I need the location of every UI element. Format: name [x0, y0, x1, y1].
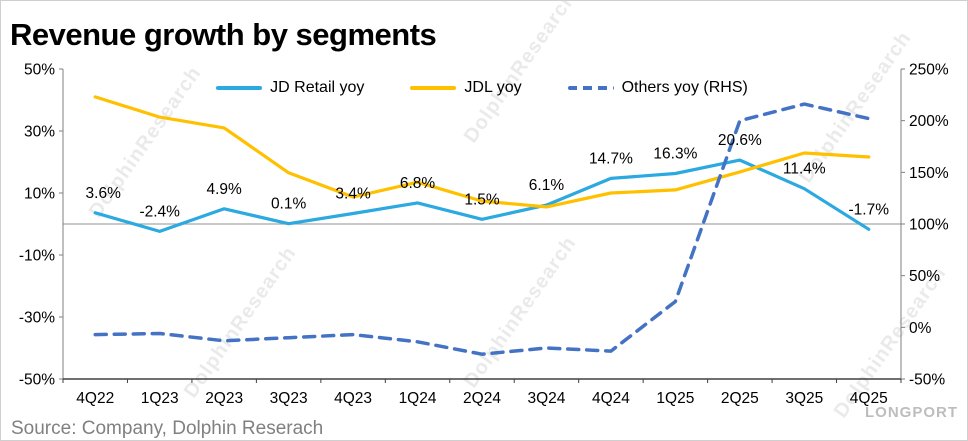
x-axis-label: 2Q23 [205, 390, 243, 407]
data-label: 14.7% [589, 150, 633, 167]
chart-title: Revenue growth by segments [10, 17, 437, 52]
x-axis-label: 1Q24 [399, 390, 437, 407]
data-label: 11.4% [783, 161, 826, 178]
data-label: 3.6% [86, 185, 122, 202]
left-axis-tick-label: 10% [24, 186, 55, 203]
data-label: 6.8% [400, 175, 436, 192]
x-axis-label: 1Q25 [656, 390, 694, 407]
data-label: 20.6% [718, 132, 762, 149]
x-axis-label: 2Q25 [721, 390, 759, 407]
x-axis-label: 3Q24 [528, 390, 566, 407]
legend-line-jdl-icon [410, 86, 457, 90]
legend-item-jdl: JDL yoy [410, 79, 522, 97]
data-label: 0.1% [271, 196, 307, 213]
left-axis-tick-label: -30% [19, 310, 55, 327]
chart-legend: JD Retail yoy JDL yoy Others yoy (RHS) [63, 79, 901, 97]
right-axis-tick-label: 250% [909, 62, 949, 79]
left-axis-tick-label: -50% [19, 372, 55, 389]
series-line-2 [93, 102, 871, 356]
x-axis-label: 1Q23 [141, 390, 179, 407]
data-label: -1.7% [849, 201, 890, 218]
legend-line-others-icon [567, 86, 614, 90]
x-axis-label: 3Q23 [270, 390, 308, 407]
left-axis-tick-label: -10% [19, 248, 55, 265]
brand-longport: LONGPORT [865, 404, 958, 421]
x-axis-label: 2Q24 [463, 390, 501, 407]
legend-item-jd-retail: JD Retail yoy [216, 79, 364, 97]
data-label: 3.4% [335, 185, 371, 202]
data-label: -2.4% [139, 203, 180, 220]
legend-label-others: Others yoy (RHS) [621, 79, 748, 96]
x-axis-label: 4Q23 [334, 390, 372, 407]
legend-item-others: Others yoy (RHS) [567, 79, 748, 97]
right-axis-tick-label: 150% [909, 165, 949, 182]
x-axis-label: 4Q25 [850, 390, 888, 407]
legend-label-jdl: JDL yoy [464, 79, 522, 96]
source-note: Source: Company, Dolphin Reserach [11, 418, 324, 439]
x-axis-label: 3Q25 [785, 390, 823, 407]
right-axis-tick-label: 200% [909, 113, 949, 130]
data-label: 4.9% [206, 181, 242, 198]
data-label: 1.5% [464, 191, 500, 208]
left-axis-tick-label: 30% [24, 124, 55, 141]
series-line-1 [93, 95, 871, 209]
x-axis-label: 4Q22 [76, 390, 114, 407]
right-axis-tick-label: 50% [909, 268, 940, 285]
right-axis-tick-label: 0% [909, 320, 932, 337]
legend-label-jd-retail: JD Retail yoy [270, 79, 365, 96]
legend-line-jd-retail-icon [216, 86, 263, 90]
x-axis-label: 4Q24 [592, 390, 630, 407]
right-axis-tick-label: 100% [909, 217, 949, 234]
data-label: 16.3% [653, 145, 697, 162]
series-line-0 [93, 158, 871, 233]
data-label: 6.1% [529, 177, 565, 194]
right-axis-tick-label: -50% [909, 372, 945, 389]
left-axis-tick-label: 50% [24, 62, 55, 79]
